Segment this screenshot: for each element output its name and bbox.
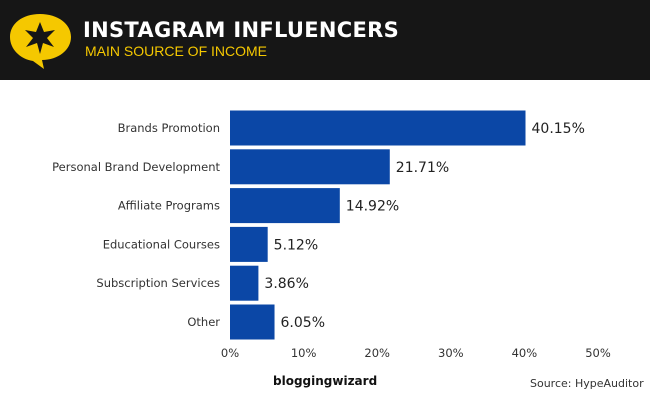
data-label: 6.05% xyxy=(281,315,325,331)
brand-logo: bloggingwizard xyxy=(273,374,378,388)
x-tick-label: 40% xyxy=(512,346,538,360)
bar xyxy=(230,226,268,262)
star-speech-bubble-icon xyxy=(10,14,71,69)
data-label: 5.12% xyxy=(274,237,318,253)
x-tick-label: 50% xyxy=(585,346,611,360)
category-label: Affiliate Programs xyxy=(118,199,220,213)
source-note: Source: HypeAuditor xyxy=(530,377,644,390)
category-label: Brands Promotion xyxy=(118,121,220,135)
x-tick-label: 20% xyxy=(364,346,390,360)
data-label: 40.15% xyxy=(532,121,585,137)
bar xyxy=(230,149,390,185)
chart-subtitle: MAIN SOURCE OF INCOME xyxy=(85,43,268,59)
bar xyxy=(230,188,340,224)
bar xyxy=(230,110,526,146)
category-label: Educational Courses xyxy=(103,237,220,251)
x-tick-label: 10% xyxy=(291,346,317,360)
chart-title: INSTAGRAM INFLUENCERS xyxy=(83,18,400,42)
category-label: Subscription Services xyxy=(96,276,220,290)
data-label: 3.86% xyxy=(264,276,308,292)
x-tick-label: 30% xyxy=(438,346,464,360)
category-label: Other xyxy=(187,315,220,329)
bar xyxy=(230,304,275,340)
bar xyxy=(230,265,259,301)
category-label: Personal Brand Development xyxy=(52,160,220,174)
data-label: 14.92% xyxy=(346,199,399,215)
x-tick-label: 0% xyxy=(221,346,239,360)
header: INSTAGRAM INFLUENCERS MAIN SOURCE OF INC… xyxy=(0,0,650,80)
data-label: 21.71% xyxy=(396,160,449,176)
